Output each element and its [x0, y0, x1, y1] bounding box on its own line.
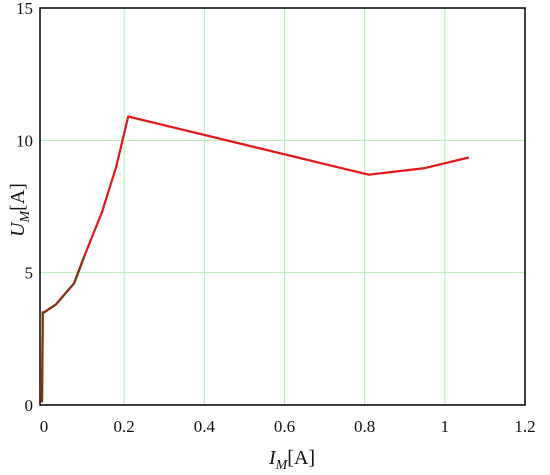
y-tick-label: 10	[16, 131, 33, 150]
x-axis-label-unit: [A]	[287, 447, 315, 469]
x-axis-label: IM[A]	[268, 447, 315, 473]
x-tick-label: 1.2	[514, 417, 535, 436]
series-line-start-segment	[40, 256, 86, 403]
x-axis-label-var: I	[268, 447, 277, 469]
x-axis-label-sub: M	[275, 458, 289, 473]
x-tick-label: 0.2	[114, 417, 135, 436]
data-series	[40, 115, 470, 403]
grid-lines	[40, 8, 525, 405]
plot-frame	[39, 7, 526, 406]
x-tick-label: 0	[40, 417, 49, 436]
y-axis-label-sub: M	[18, 209, 33, 223]
y-axis-label: UM[A]	[7, 183, 33, 237]
y-axis-label-unit: [A]	[7, 183, 29, 211]
y-tick-label: 5	[25, 264, 34, 283]
x-tick-label: 0.4	[194, 417, 216, 436]
x-tick-label: 0.8	[354, 417, 375, 436]
x-tick-label: 0.6	[274, 417, 295, 436]
y-axis-label-var: U	[7, 221, 29, 237]
y-tick-label: 0	[25, 396, 34, 415]
y-tick-label: 15	[16, 0, 33, 18]
x-axis-ticks: 0 0.2 0.4 0.6 0.8 1 1.2	[40, 417, 536, 436]
series-line	[40, 115, 470, 403]
x-tick-label: 1	[441, 417, 450, 436]
y-axis-ticks: 0 5 10 15	[16, 0, 33, 415]
